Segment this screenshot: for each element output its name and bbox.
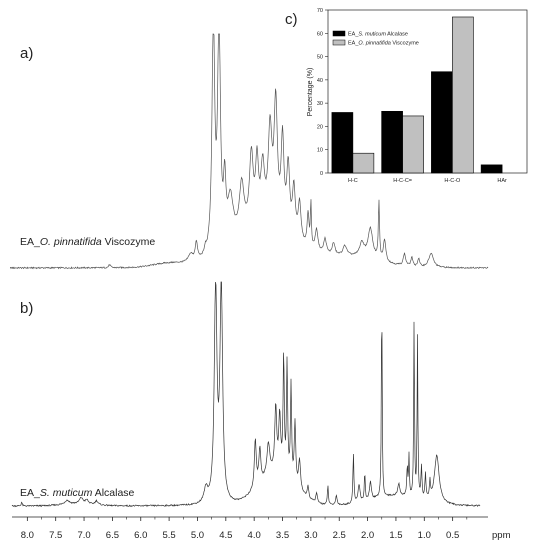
legend-o-pinnatifida-prefix: EA_ bbox=[348, 41, 359, 47]
inset-x-axis: H-C H-C-C= H-C-O HAr bbox=[348, 178, 507, 184]
inset-y-tick-label: 70 bbox=[317, 8, 323, 14]
spectrum-a-label-species: O. pinnatifida bbox=[40, 236, 102, 248]
ppm-axis: ppm 8.0 7.5 7.0 6.5 6.0 5.5 5.0 4.5 4.0 3.5 3.0 2.5… bbox=[12, 516, 511, 541]
legend-label-s-muticum: EA_S. muticum Alcalase bbox=[348, 32, 408, 38]
inset-bar bbox=[402, 115, 424, 174]
ppm-tick-label: 8.0 bbox=[21, 530, 34, 541]
inset-y-axis: 0 10 20 30 40 50 60 70 bbox=[317, 8, 328, 177]
spectrum-a-label-prefix: EA_ bbox=[20, 236, 40, 248]
ppm-tick-label: 7.5 bbox=[49, 530, 62, 541]
ppm-tick-label: 6.5 bbox=[106, 530, 119, 541]
inset-y-tick-label: 50 bbox=[317, 55, 323, 61]
legend-s-muticum-enzyme: Alcalase bbox=[386, 32, 408, 38]
legend-swatch-s-muticum bbox=[332, 30, 346, 37]
inset-x-tick-label: H-C bbox=[348, 178, 358, 184]
ppm-tick-label: 4.0 bbox=[248, 530, 261, 541]
ppm-tick-label: 4.5 bbox=[219, 530, 232, 541]
legend-label-o-pinnatifida: EA_O. pinnatifida Viscozyme bbox=[348, 41, 419, 47]
panel-label-b: b) bbox=[20, 300, 33, 317]
ppm-tick-label: 1.0 bbox=[418, 530, 431, 541]
inset-x-tick-label: H-C-O bbox=[444, 178, 461, 184]
inset-y-tick-label: 30 bbox=[317, 101, 323, 107]
ppm-tick-label: 2.0 bbox=[361, 530, 374, 541]
inset-y-tick-label: 20 bbox=[317, 124, 323, 130]
spectrum-a-label: EA_O. pinnatifida Viscozyme bbox=[20, 236, 155, 248]
inset-bar bbox=[381, 110, 403, 174]
inset-y-tick-label: 40 bbox=[317, 78, 323, 84]
inset-y-axis-title: Percentage (%) bbox=[307, 68, 314, 117]
spectrum-b-label: EA_S. muticum Alcalase bbox=[20, 487, 135, 499]
ppm-tick-label: 2.5 bbox=[333, 530, 346, 541]
panel-label-a: a) bbox=[20, 45, 33, 62]
ppm-tick-label: 7.0 bbox=[77, 530, 90, 541]
ppm-tick-label: 0.5 bbox=[446, 530, 459, 541]
inset-y-tick-label: 10 bbox=[317, 148, 323, 154]
inset-x-tick-label: HAr bbox=[497, 178, 507, 184]
ppm-tick-label: 3.0 bbox=[304, 530, 317, 541]
spectrum-a-trace bbox=[10, 33, 489, 270]
inset-y-tick-label: 60 bbox=[317, 31, 323, 37]
ppm-axis-label: ppm bbox=[492, 530, 511, 541]
inset-bars bbox=[331, 16, 503, 174]
inset-plot-frame bbox=[327, 9, 528, 174]
legend-o-pinnatifida-enzyme: Viscozyme bbox=[391, 41, 419, 47]
spectrum-b-label-enzyme: Alcalase bbox=[92, 487, 134, 499]
ppm-tick-label: 1.5 bbox=[389, 530, 402, 541]
ppm-tick-label: 3.5 bbox=[276, 530, 289, 541]
legend-s-muticum-prefix: EA_ bbox=[348, 32, 359, 38]
ppm-tick-label: 5.0 bbox=[191, 530, 204, 541]
ppm-tick-label: 5.5 bbox=[163, 530, 176, 541]
legend-o-pinnatifida-species: O. pinnatifida bbox=[358, 41, 390, 47]
inset-bar-chart: c) 0 10 20 30 40 50 60 70 H-C H-C-C= H-C-O HAr Per… bbox=[285, 8, 528, 184]
inset-bar bbox=[431, 71, 453, 174]
spectrum-b: b) EA_S. muticum Alcalase bbox=[11, 281, 481, 508]
inset-bar bbox=[452, 16, 474, 174]
spectrum-b-label-species: S. muticum bbox=[40, 487, 93, 499]
inset-bar bbox=[352, 152, 375, 174]
inset-y-tick-label: 0 bbox=[320, 171, 323, 177]
spectrum-b-label-prefix: EA_ bbox=[20, 487, 40, 499]
legend-s-muticum-species: S. muticum bbox=[358, 32, 386, 38]
spectrum-a: a) EA_O. pinnatifida Viscozyme bbox=[10, 33, 489, 270]
spectrum-a-label-enzyme: Viscozyme bbox=[102, 236, 156, 248]
spectrum-b-trace bbox=[11, 281, 481, 508]
inset-bar bbox=[331, 112, 354, 174]
inset-legend: EA_S. muticum Alcalase EA_O. pinnatifida… bbox=[332, 30, 419, 47]
inset-x-tick-label: H-C-C= bbox=[393, 178, 412, 184]
panel-label-c: c) bbox=[285, 11, 298, 28]
ppm-tick-label: 6.0 bbox=[134, 530, 147, 541]
inset-bar bbox=[480, 164, 503, 174]
legend-swatch-o-pinnatifida bbox=[332, 39, 346, 46]
